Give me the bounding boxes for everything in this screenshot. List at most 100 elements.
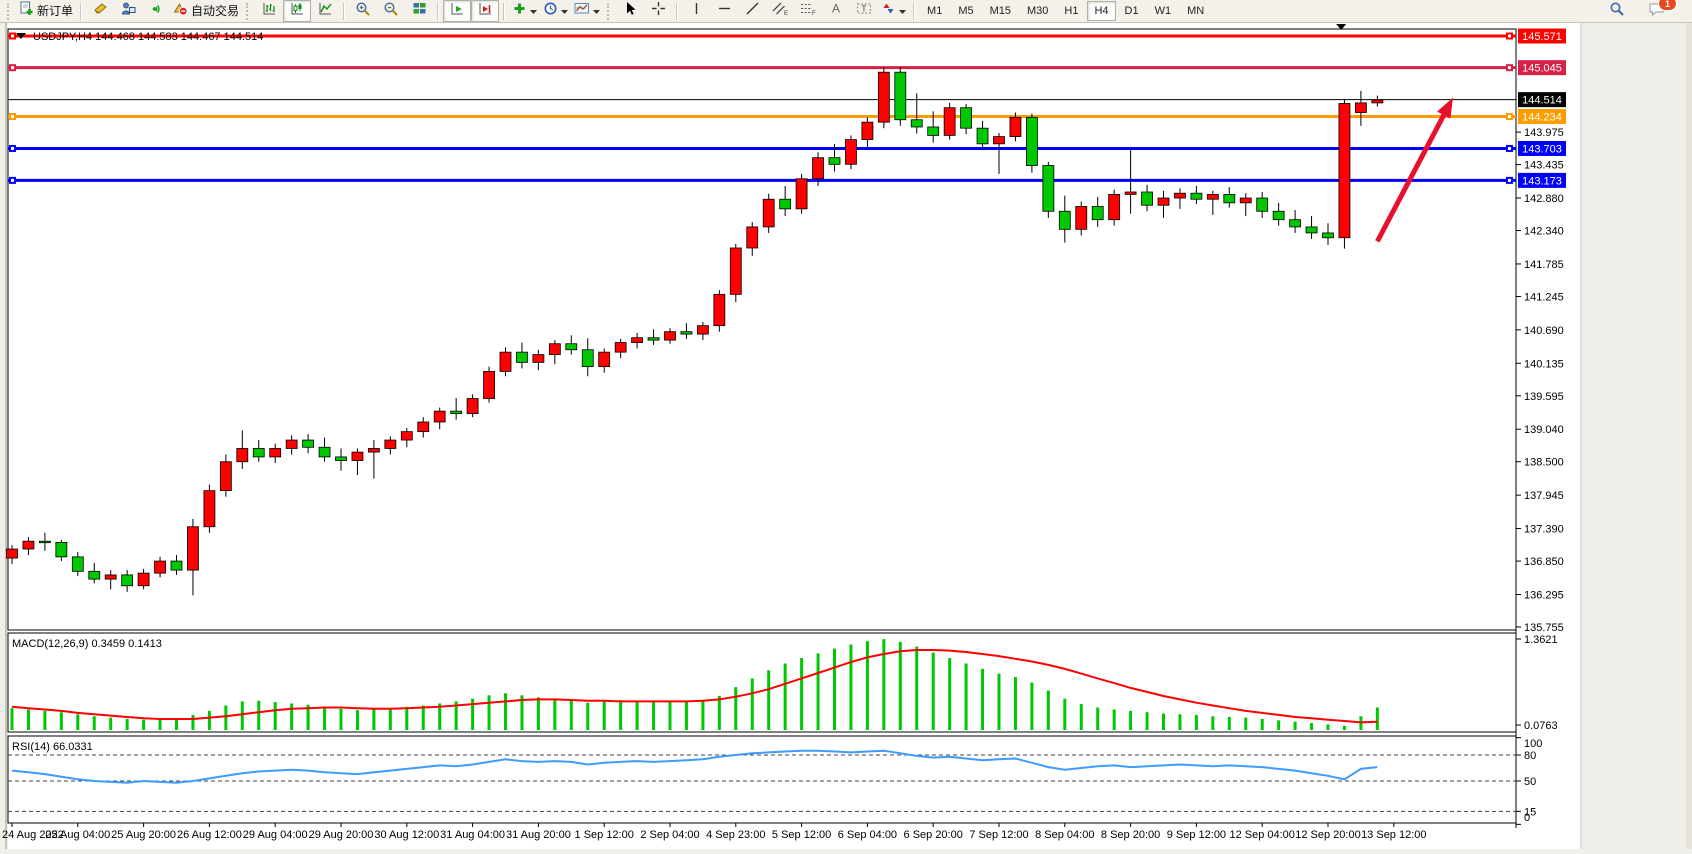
text-label-button[interactable]: T xyxy=(850,0,878,22)
candle xyxy=(614,342,627,353)
auto-scroll-button[interactable] xyxy=(443,0,472,22)
price-tick-label: 140.690 xyxy=(1524,325,1564,337)
candle xyxy=(219,461,232,492)
chart-shift-button[interactable] xyxy=(471,0,500,22)
arrows-button[interactable] xyxy=(878,0,909,22)
chart-shift-icon xyxy=(478,1,493,21)
rsi-axis-label: 50 xyxy=(1524,776,1536,788)
indicators-button[interactable] xyxy=(509,0,540,22)
market-watch-button[interactable] xyxy=(86,0,114,22)
time-label[interactable]: 31 Aug 20:00 xyxy=(506,829,571,841)
candle xyxy=(433,410,446,423)
candle xyxy=(548,343,561,355)
timeframe-D1[interactable]: D1 xyxy=(1124,5,1139,17)
channel-button[interactable]: E xyxy=(766,0,794,22)
periods-button[interactable] xyxy=(540,0,571,22)
data-window-icon xyxy=(121,1,136,21)
chart-canvas[interactable]: 143.975 143.435 142.880 142.340 141.785 141.2… xyxy=(0,23,1692,849)
candlestick-chart-button[interactable] xyxy=(283,0,312,22)
line-chart-button[interactable] xyxy=(311,0,339,22)
macd-hist-bar xyxy=(1096,707,1100,730)
data-window-button[interactable] xyxy=(114,0,142,22)
macd-hist-bar xyxy=(421,705,425,730)
time-label[interactable]: 25 Aug 20:00 xyxy=(111,829,176,841)
candle xyxy=(861,121,874,141)
macd-hist-bar xyxy=(240,701,244,730)
cursor-button[interactable] xyxy=(616,0,644,22)
fibonacci-button[interactable]: F xyxy=(794,0,822,22)
price-badge-145.571 xyxy=(1518,28,1566,44)
time-label[interactable]: 29 Aug 20:00 xyxy=(309,829,374,841)
time-label[interactable]: 30 Aug 12:00 xyxy=(374,829,439,841)
timeframe-M15[interactable]: M15 xyxy=(989,5,1011,17)
candle xyxy=(680,331,693,335)
trend-arrow[interactable] xyxy=(1375,108,1449,243)
navigator-button[interactable] xyxy=(142,0,170,22)
time-label[interactable]: 7 Sep 12:00 xyxy=(969,829,1028,841)
candle xyxy=(910,119,923,128)
time-label[interactable]: 8 Sep 04:00 xyxy=(1035,829,1094,841)
time-label[interactable]: 6 Sep 20:00 xyxy=(904,829,963,841)
timeframe-M5[interactable]: M5 xyxy=(958,5,974,17)
timeframe-M30[interactable]: M30 xyxy=(1027,5,1049,17)
vertical-line-button[interactable] xyxy=(682,0,710,22)
zoom-out-button[interactable] xyxy=(377,0,405,22)
horizontal-line-icon xyxy=(717,1,732,21)
time-label[interactable]: 12 Sep 04:00 xyxy=(1229,829,1294,841)
trendline-button[interactable] xyxy=(738,0,766,22)
time-label[interactable]: 5 Sep 12:00 xyxy=(772,829,831,841)
timeframe-H4[interactable]: H4 xyxy=(1087,1,1116,21)
macd-hist-bar xyxy=(125,718,129,730)
macd-hist-bar xyxy=(207,710,211,730)
macd-hist-bar xyxy=(355,710,359,730)
candle xyxy=(384,439,397,449)
zoom-in-button[interactable] xyxy=(349,0,377,22)
candle xyxy=(812,157,824,180)
shift-marker-icon[interactable] xyxy=(1336,24,1347,30)
time-label[interactable]: 24 Aug 2022 xyxy=(2,829,64,841)
toolbar-right-group: 1 xyxy=(1603,0,1677,22)
macd-hist-bar xyxy=(602,701,606,730)
rsi-panel xyxy=(7,735,1517,824)
time-label[interactable]: 29 Aug 04:00 xyxy=(243,829,308,841)
time-label[interactable]: 26 Aug 12:00 xyxy=(177,829,242,841)
text-button[interactable]: A xyxy=(822,0,850,22)
candle xyxy=(894,71,907,121)
tile-windows-button[interactable] xyxy=(405,0,433,22)
candle xyxy=(877,71,890,123)
time-label[interactable]: 12 Sep 20:00 xyxy=(1295,829,1360,841)
autotrading-button[interactable]: 自动交易 xyxy=(170,0,242,22)
zoom-out-icon xyxy=(383,1,399,22)
rsi-line xyxy=(11,749,1378,784)
time-label[interactable]: 4 Sep 23:00 xyxy=(706,829,765,841)
notifications-button[interactable]: 1 xyxy=(1643,0,1677,22)
timeframe-MN[interactable]: MN xyxy=(1187,5,1205,17)
time-label[interactable]: 31 Aug 04:00 xyxy=(440,829,505,841)
candle xyxy=(960,107,972,129)
timeframe-W1[interactable]: W1 xyxy=(1154,5,1172,17)
timeframe-M1[interactable]: M1 xyxy=(927,5,943,17)
candle xyxy=(762,198,775,228)
time-label[interactable]: 1 Sep 12:00 xyxy=(575,829,634,841)
horizontal-line-button[interactable] xyxy=(710,0,738,22)
new-order-button[interactable]: 新订单 xyxy=(16,0,76,22)
time-label[interactable]: 6 Sep 04:00 xyxy=(838,829,897,841)
macd-hist-bar xyxy=(158,718,162,730)
candle xyxy=(647,337,660,341)
symbol-dropdown-icon[interactable] xyxy=(16,33,26,39)
time-label[interactable]: 2 Sep 04:00 xyxy=(640,829,699,841)
time-label[interactable]: 25 Aug 04:00 xyxy=(45,829,110,841)
search-button[interactable] xyxy=(1603,0,1631,22)
time-label[interactable]: 8 Sep 20:00 xyxy=(1101,829,1160,841)
price-tick-label: 141.245 xyxy=(1524,291,1564,303)
templates-button[interactable] xyxy=(571,0,603,22)
time-label[interactable]: 9 Sep 12:00 xyxy=(1167,829,1226,841)
macd-hist-bar xyxy=(191,714,195,730)
crosshair-button[interactable] xyxy=(644,0,672,22)
timeframe-H1[interactable]: H1 xyxy=(1064,5,1079,17)
time-label[interactable]: 13 Sep 12:00 xyxy=(1361,829,1426,841)
rsi-series xyxy=(8,749,1516,812)
macd-hist-bar xyxy=(816,653,820,730)
trend-arrow-head[interactable] xyxy=(1437,97,1454,119)
bar-chart-button[interactable] xyxy=(255,0,283,22)
